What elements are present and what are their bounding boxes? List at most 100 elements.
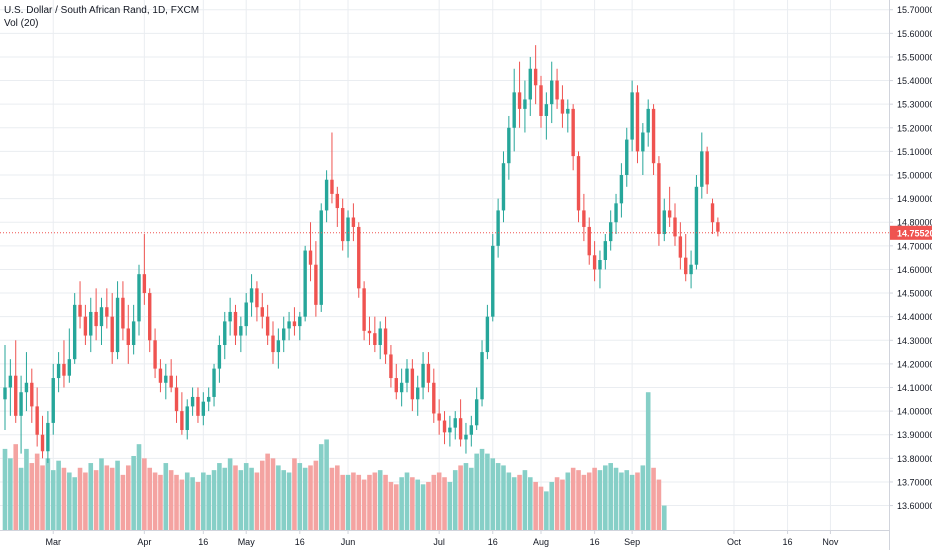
volume-bar (286, 472, 292, 530)
volume-bar (388, 481, 394, 530)
candle-body (30, 382, 34, 407)
volume-bar (393, 484, 399, 530)
volume-bar (522, 470, 528, 530)
price-tick-label: 15.40000 (897, 76, 932, 86)
volume-bar (367, 474, 372, 530)
volume-bar (661, 505, 667, 530)
candle-body (667, 210, 672, 218)
candle-body (105, 307, 109, 317)
time-tick-label: Sep (624, 537, 640, 547)
price-tick-label: 15.10000 (897, 147, 932, 157)
time-tick-label: Aug (533, 537, 549, 547)
price-tick-label: 14.10000 (897, 383, 932, 393)
volume-bar (142, 458, 147, 530)
last-price-tag: 14.75520 (890, 225, 932, 240)
price-tick-label: 13.80000 (897, 454, 932, 464)
candle-body (678, 236, 683, 258)
candle-body (635, 92, 640, 152)
volume-bar (474, 453, 479, 530)
candle-body (474, 399, 479, 426)
candle-body (164, 375, 168, 383)
candle-body (94, 311, 98, 327)
candle-body (437, 413, 441, 421)
candle-body (271, 335, 275, 353)
volume-bar (399, 477, 404, 530)
candle-body (83, 316, 88, 336)
volume-bar (45, 458, 51, 530)
price-axis[interactable]: 15.70000 15.60000 15.50000 15.40000 15.30000… (889, 0, 932, 550)
candle-body (228, 311, 232, 322)
candle-body (641, 132, 645, 152)
volume-bar (586, 472, 592, 530)
volume-bar (211, 470, 217, 530)
candle-body (206, 396, 211, 402)
symbol-title[interactable]: U.S. Dollar / South African Rand, 1D, FX… (4, 5, 200, 16)
time-axis[interactable]: Mar Apr 16 May 16 Jun Jul 16 Aug 16 Sep Oct 16 Nov (0, 530, 889, 550)
volume-bar (570, 467, 576, 530)
volume-bar (479, 448, 485, 530)
volume-bar (383, 474, 388, 530)
price-tick-label: 13.90000 (897, 430, 932, 440)
volume-bar (297, 463, 303, 530)
time-tick-label: Jun (341, 537, 356, 547)
time-axis-bg (0, 530, 889, 550)
candle-body (153, 340, 157, 369)
candle-body (340, 208, 345, 242)
price-tick-label: 15.20000 (897, 123, 932, 133)
volume-bar (420, 484, 426, 530)
volume-bar (324, 439, 329, 530)
candle-body (158, 368, 163, 383)
price-tick-label: 14.50000 (897, 289, 932, 299)
candle-body (448, 427, 452, 433)
volume-bar (313, 460, 319, 530)
volume-bar (61, 467, 67, 530)
candle-body (255, 288, 259, 308)
price-tick-label: 14.90000 (897, 194, 932, 204)
price-tick-label: 15.00000 (897, 171, 932, 181)
candle-body (480, 352, 484, 400)
volume-bar (29, 463, 35, 530)
time-tick-label: May (238, 537, 256, 547)
volume-bar (549, 481, 555, 530)
volume-bar (233, 465, 238, 530)
time-tick-label: 16 (295, 537, 305, 547)
candle-body (662, 210, 666, 235)
volume-bar (581, 474, 587, 530)
candle-body (598, 260, 602, 270)
volume-bar (190, 477, 195, 530)
candle-body (233, 311, 238, 336)
volume-bar (404, 472, 410, 530)
candle-body (298, 316, 302, 327)
volume-bar (608, 463, 613, 530)
volume-bar (603, 465, 608, 530)
candle-body (608, 222, 613, 242)
candle-body (282, 328, 286, 341)
candle-body (582, 210, 586, 227)
volume-bar (452, 470, 458, 530)
volume-bar (442, 477, 447, 530)
volume-bar (592, 467, 597, 530)
volume-bar (184, 472, 190, 530)
volume-bar (168, 470, 174, 530)
candle-body (550, 80, 554, 105)
price-tick-label: 14.40000 (897, 312, 932, 322)
volume-indicator-label[interactable]: Vol (20) (4, 18, 39, 29)
candle-body (367, 330, 372, 334)
candle-body (689, 264, 693, 275)
candle-body (137, 274, 141, 322)
volume-bar (565, 472, 571, 530)
candle-body (619, 175, 624, 204)
volume-bar (560, 479, 565, 530)
candle-body (614, 203, 618, 223)
volume-bar (415, 479, 421, 530)
volume-bar (329, 467, 335, 530)
volume-bar (115, 460, 120, 530)
last-price-value: 14.75520 (897, 228, 932, 238)
volume-bar (361, 479, 367, 530)
volume-bar (201, 472, 206, 530)
candle-body (56, 363, 61, 379)
volume-bar (238, 470, 244, 530)
candle-body (410, 368, 415, 400)
